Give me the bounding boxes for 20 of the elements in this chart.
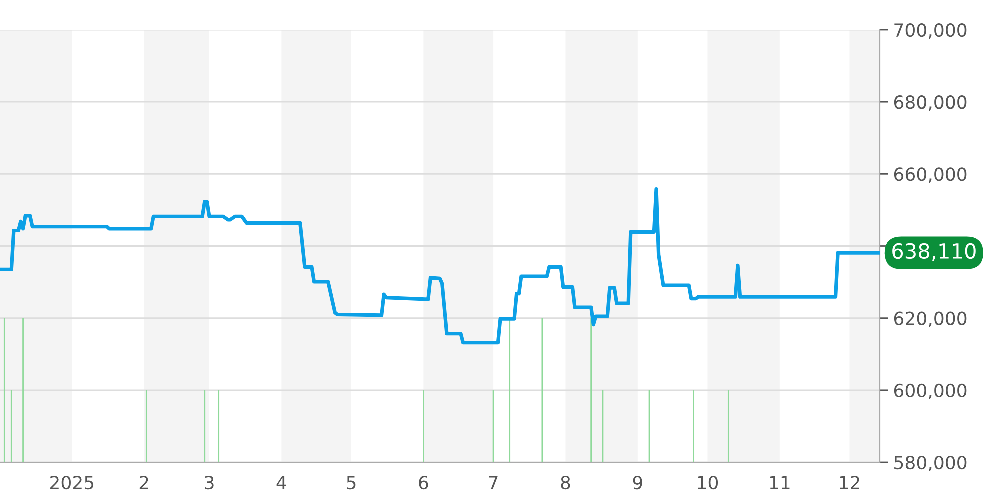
y-tick-label: 700,000 (894, 23, 967, 39)
x-tick-label: 7 (489, 476, 498, 490)
y-tick-label: 580,000 (894, 456, 967, 472)
x-tick-label: 9 (633, 476, 642, 490)
x-tick-label: 2025 (50, 476, 94, 490)
y-tick-label: 600,000 (894, 384, 967, 400)
x-tick-label: 6 (419, 476, 428, 490)
x-tick-label: 3 (205, 476, 214, 490)
y-tick-label: 680,000 (894, 96, 967, 112)
x-tick-label: 12 (840, 476, 860, 490)
y-tick-label: 620,000 (894, 312, 967, 328)
annotation: 638,110 (892, 243, 976, 262)
x-tick-label: 2 (140, 476, 148, 490)
line-series (0, 188, 880, 345)
x-tick-label: 11 (770, 476, 790, 490)
x-tick-label: 8 (561, 476, 570, 490)
y-tick-label: 660,000 (894, 168, 967, 184)
x-tick-label: 10 (698, 476, 718, 490)
x-tick-label: 5 (347, 476, 356, 490)
x-tick-label: 4 (276, 476, 286, 490)
